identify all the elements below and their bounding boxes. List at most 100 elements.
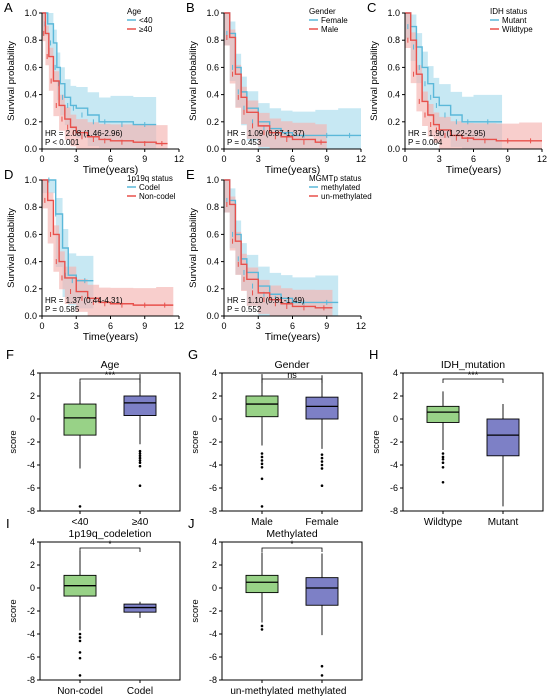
box-outlier [320, 453, 324, 456]
km-line-blue [42, 12, 157, 126]
box-outlier [78, 505, 82, 508]
y-tick-label: 2 [393, 391, 398, 401]
km-panel-A: A 0.0 0.2 0.4 0.6 0.8 1.0 0 3 6 9 12 Time(years) Surv… [4, 0, 184, 176]
x-tick-label: 3 [74, 321, 79, 331]
panel-letter: J [188, 516, 195, 531]
y-tick-label: 0.0 [206, 311, 219, 321]
box-outlier [441, 455, 445, 459]
box-outlier [260, 628, 264, 631]
y-tick-label: -2 [27, 606, 35, 616]
x-tick-label: Male [251, 517, 273, 528]
box-outlier [260, 459, 264, 462]
y-tick-label: 0.0 [24, 144, 37, 154]
box-body [63, 403, 97, 436]
y-axis-label: score [8, 599, 19, 622]
y-tick-label: -6 [209, 483, 217, 493]
box-outlier [320, 467, 324, 470]
y-tick-label: -8 [209, 675, 217, 685]
legend-label: Mutant [502, 16, 527, 25]
y-tick-label: 0.6 [206, 62, 219, 72]
y-tick-label: -8 [390, 506, 398, 516]
y-tick-label: 1.0 [387, 8, 400, 18]
hazard-ratio-text: HR = 2.08 (1.46-2.96) [45, 129, 123, 138]
x-tick-label: 12 [174, 154, 184, 164]
box-outlier [320, 664, 324, 668]
hazard-ratio-text: HR = 1.09 (0.87-1.37) [227, 129, 305, 138]
chart-title: IDH_mutation [441, 359, 505, 371]
y-tick-label: 0.0 [24, 311, 37, 321]
y-axis-label: score [190, 430, 201, 453]
x-tick-label: 6 [108, 321, 113, 331]
x-tick-label: 12 [356, 321, 366, 331]
significance-label: ns [287, 370, 297, 380]
y-tick-label: 4 [30, 537, 35, 547]
box-outlier [320, 460, 324, 463]
x-tick-label: Female [305, 517, 339, 528]
x-tick-label: 9 [142, 321, 147, 331]
panel-letter: I [6, 516, 10, 531]
km-line-blue [224, 179, 339, 304]
y-tick-label: 0.2 [206, 284, 219, 294]
y-tick-label: -6 [209, 652, 217, 662]
y-tick-label: 2 [212, 391, 217, 401]
y-tick-label: 4 [30, 368, 35, 378]
box-outlier [260, 462, 264, 466]
x-tick-label: 9 [324, 154, 329, 164]
p-value-text: P = 0.453 [227, 138, 262, 147]
y-tick-label: -4 [390, 460, 398, 470]
y-tick-label: 0.8 [24, 202, 37, 212]
panel-letter: B [186, 0, 195, 15]
y-tick-label: 1.0 [24, 175, 37, 185]
box-outlier [78, 674, 82, 677]
box-outlier [441, 457, 445, 461]
km-panel-D: D 0.0 0.2 0.4 0.6 0.8 1.0 0 3 6 9 12 Time(years) Surv… [4, 167, 184, 343]
y-tick-label: 0.6 [387, 62, 400, 72]
legend-title: 1p19q status [127, 174, 173, 183]
box-outlier [138, 452, 142, 455]
box-outlier [138, 449, 142, 453]
legend-label: un-methylated [321, 192, 372, 201]
y-axis-label: score [190, 599, 201, 622]
legend-label: ≥40 [139, 25, 153, 34]
box-outlier [260, 466, 264, 469]
box-outlier [260, 505, 264, 508]
y-tick-label: 0.6 [206, 229, 219, 239]
y-tick-label: 0 [393, 414, 398, 424]
y-tick-label: 0.2 [24, 117, 37, 127]
y-axis-label: Survival probability [6, 208, 17, 288]
y-tick-label: 0.2 [387, 117, 400, 127]
y-tick-label: 2 [30, 560, 35, 570]
plot-frame [221, 541, 363, 681]
x-tick-label: Non-codel [57, 686, 103, 697]
y-tick-label: 1.0 [206, 175, 219, 185]
y-axis-label: Survival probability [188, 41, 199, 121]
legend-label: Male [321, 25, 339, 34]
p-value-text: P = 0.004 [408, 138, 443, 147]
y-tick-label: -6 [27, 483, 35, 493]
box-outlier [78, 651, 82, 654]
y-tick-label: 0.2 [24, 284, 37, 294]
y-tick-label: -2 [27, 437, 35, 447]
x-tick-label: 12 [356, 154, 366, 164]
y-axis-label: Survival probability [188, 208, 199, 288]
hazard-ratio-text: HR = 1.37 (0.44-4.31) [45, 296, 123, 305]
km-panel-E: E 0.0 0.2 0.4 0.6 0.8 1.0 0 3 6 9 12 Time(years) Surv… [186, 167, 372, 343]
x-tick-label: 9 [324, 321, 329, 331]
panel-letter: A [4, 0, 13, 15]
y-tick-label: 0.8 [206, 202, 219, 212]
x-tick-label: methylated [298, 686, 347, 697]
y-tick-label: 0 [212, 414, 217, 424]
y-tick-label: 4 [393, 368, 398, 378]
km-band-red [224, 13, 327, 149]
y-tick-label: -2 [209, 437, 217, 447]
x-tick-label: 12 [537, 154, 547, 164]
panel-letter: G [188, 347, 198, 362]
y-tick-label: 0.6 [24, 62, 37, 72]
km-band-red [405, 13, 542, 149]
x-tick-label: 0 [402, 154, 407, 164]
significance-bracket [261, 547, 323, 552]
panel-letter: C [367, 0, 376, 15]
km-line-red [224, 179, 333, 309]
y-tick-label: 0.0 [206, 144, 219, 154]
box-panel-I: I 1p19q_codeletion* -8 -6 -4 -2 0 2 4 Non-codel Co… [6, 516, 181, 697]
